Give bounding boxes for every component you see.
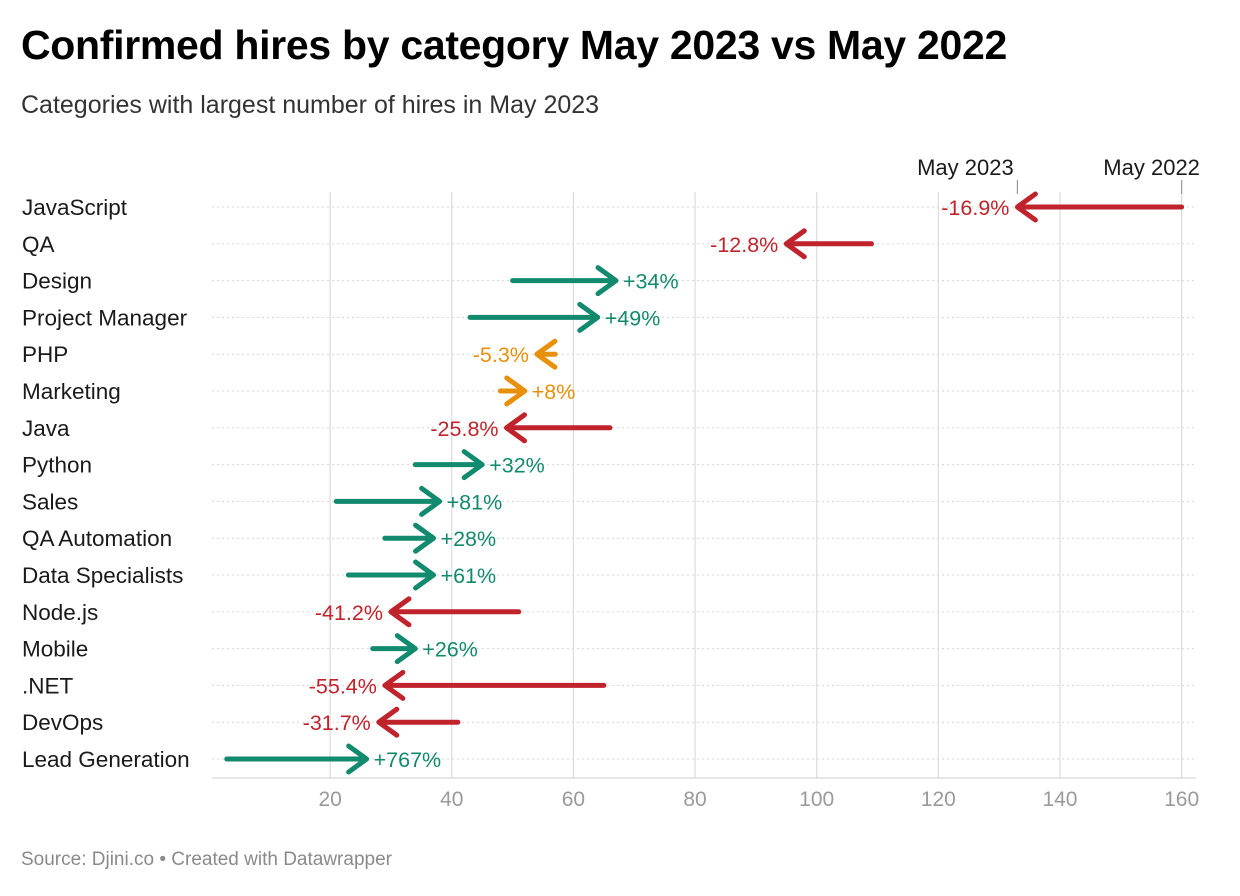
row-php: PHP -5.3% — [22, 338, 558, 370]
x-tick-label: 160 — [1164, 788, 1199, 811]
gridlines — [212, 192, 1196, 779]
change-label: -41.2% — [315, 601, 383, 625]
row-python: Python +32% — [22, 449, 545, 481]
row-design: Design +34% — [22, 265, 679, 297]
category-label: Python — [22, 453, 92, 478]
change-label: -12.8% — [710, 233, 778, 257]
category-label: PHP — [22, 342, 68, 367]
change-label: -16.9% — [941, 196, 1009, 220]
category-label: Java — [22, 416, 70, 441]
x-tick-label: 60 — [562, 788, 585, 811]
change-label: -25.8% — [430, 417, 498, 441]
change-label: +34% — [623, 270, 679, 294]
arrow-head — [595, 265, 619, 297]
category-label: DevOps — [22, 710, 103, 735]
row-lead-generation: Lead Generation +767% — [22, 743, 442, 775]
change-label: +8% — [532, 380, 576, 404]
chart-rows: JavaScript -16.9% QA -12.8% Design +34% Projec… — [22, 191, 1185, 775]
category-label: Data Specialists — [22, 563, 183, 588]
arrow-head — [413, 559, 437, 591]
x-tick-label: 20 — [318, 788, 341, 811]
x-tick-label: 40 — [440, 788, 463, 811]
row-sales: Sales +81% — [22, 485, 503, 517]
x-tick-label: 80 — [683, 788, 706, 811]
category-label: QA Automation — [22, 526, 172, 551]
category-label: Design — [22, 269, 92, 294]
category-label: Lead Generation — [22, 747, 190, 772]
change-label: +81% — [447, 490, 503, 514]
x-tick-label: 140 — [1042, 788, 1077, 811]
category-label: QA — [22, 232, 55, 257]
change-label: +61% — [441, 564, 497, 588]
arrow-head — [376, 706, 400, 738]
category-label: Mobile — [22, 637, 88, 662]
row-mobile: Mobile +26% — [22, 633, 478, 665]
x-axis-ticks: 20 40 60 80 100 120 140 160 — [318, 788, 1199, 811]
change-label: +26% — [422, 638, 478, 662]
arrow-chart: 20 40 60 80 100 120 140 160 May 2023 May 2022 Ja… — [22, 155, 1200, 811]
arrow-head — [461, 449, 485, 481]
arrow-head — [783, 228, 807, 260]
row-qa-automation: QA Automation +28% — [22, 522, 497, 554]
legend-label-end: May 2022 — [1103, 155, 1200, 180]
row-javascript: JavaScript -16.9% — [22, 191, 1185, 223]
row-guides — [212, 206, 1196, 760]
arrow-head — [419, 485, 443, 517]
category-label: .NET — [22, 673, 74, 698]
category-label: Sales — [22, 489, 78, 514]
row-node-js: Node.js -41.2% — [22, 596, 522, 628]
category-label: Marketing — [22, 379, 121, 404]
row-devops: DevOps -31.7% — [22, 706, 461, 738]
arrow-head — [577, 301, 601, 333]
row-qa: QA -12.8% — [22, 228, 874, 260]
chart-title: Confirmed hires by category May 2023 vs … — [21, 22, 1008, 68]
change-label: +32% — [489, 454, 545, 478]
change-label: -5.3% — [473, 343, 529, 367]
legend: May 2023 May 2022 — [917, 155, 1200, 194]
x-tick-label: 120 — [921, 788, 956, 811]
arrow-head — [504, 412, 528, 444]
row-java: Java -25.8% — [22, 412, 613, 444]
change-label: +28% — [441, 527, 497, 551]
row-marketing: Marketing +8% — [22, 375, 576, 407]
arrow-head — [388, 596, 412, 628]
category-label: Project Manager — [22, 305, 188, 330]
arrow-head — [504, 375, 528, 407]
arrow-head — [413, 522, 437, 554]
row-project-manager: Project Manager +49% — [22, 301, 661, 333]
chart-subtitle: Categories with largest number of hires … — [21, 91, 600, 119]
arrow-head — [346, 743, 370, 775]
source-footer: Source: Djini.co • Created with Datawrap… — [21, 849, 392, 870]
category-label: Node.js — [22, 600, 98, 625]
category-label: JavaScript — [22, 195, 128, 220]
change-label: -31.7% — [303, 711, 371, 735]
arrow-head — [1014, 191, 1038, 223]
legend-label-start: May 2023 — [917, 155, 1014, 180]
change-label: +49% — [605, 306, 661, 330]
row-data-specialists: Data Specialists +61% — [22, 559, 497, 591]
arrow-head — [394, 633, 418, 665]
row--net: .NET -55.4% — [22, 669, 607, 701]
arrow-head — [534, 338, 558, 370]
arrow-head — [382, 669, 406, 701]
change-label: +767% — [374, 748, 442, 772]
x-tick-label: 100 — [799, 788, 834, 811]
change-label: -55.4% — [309, 674, 377, 698]
